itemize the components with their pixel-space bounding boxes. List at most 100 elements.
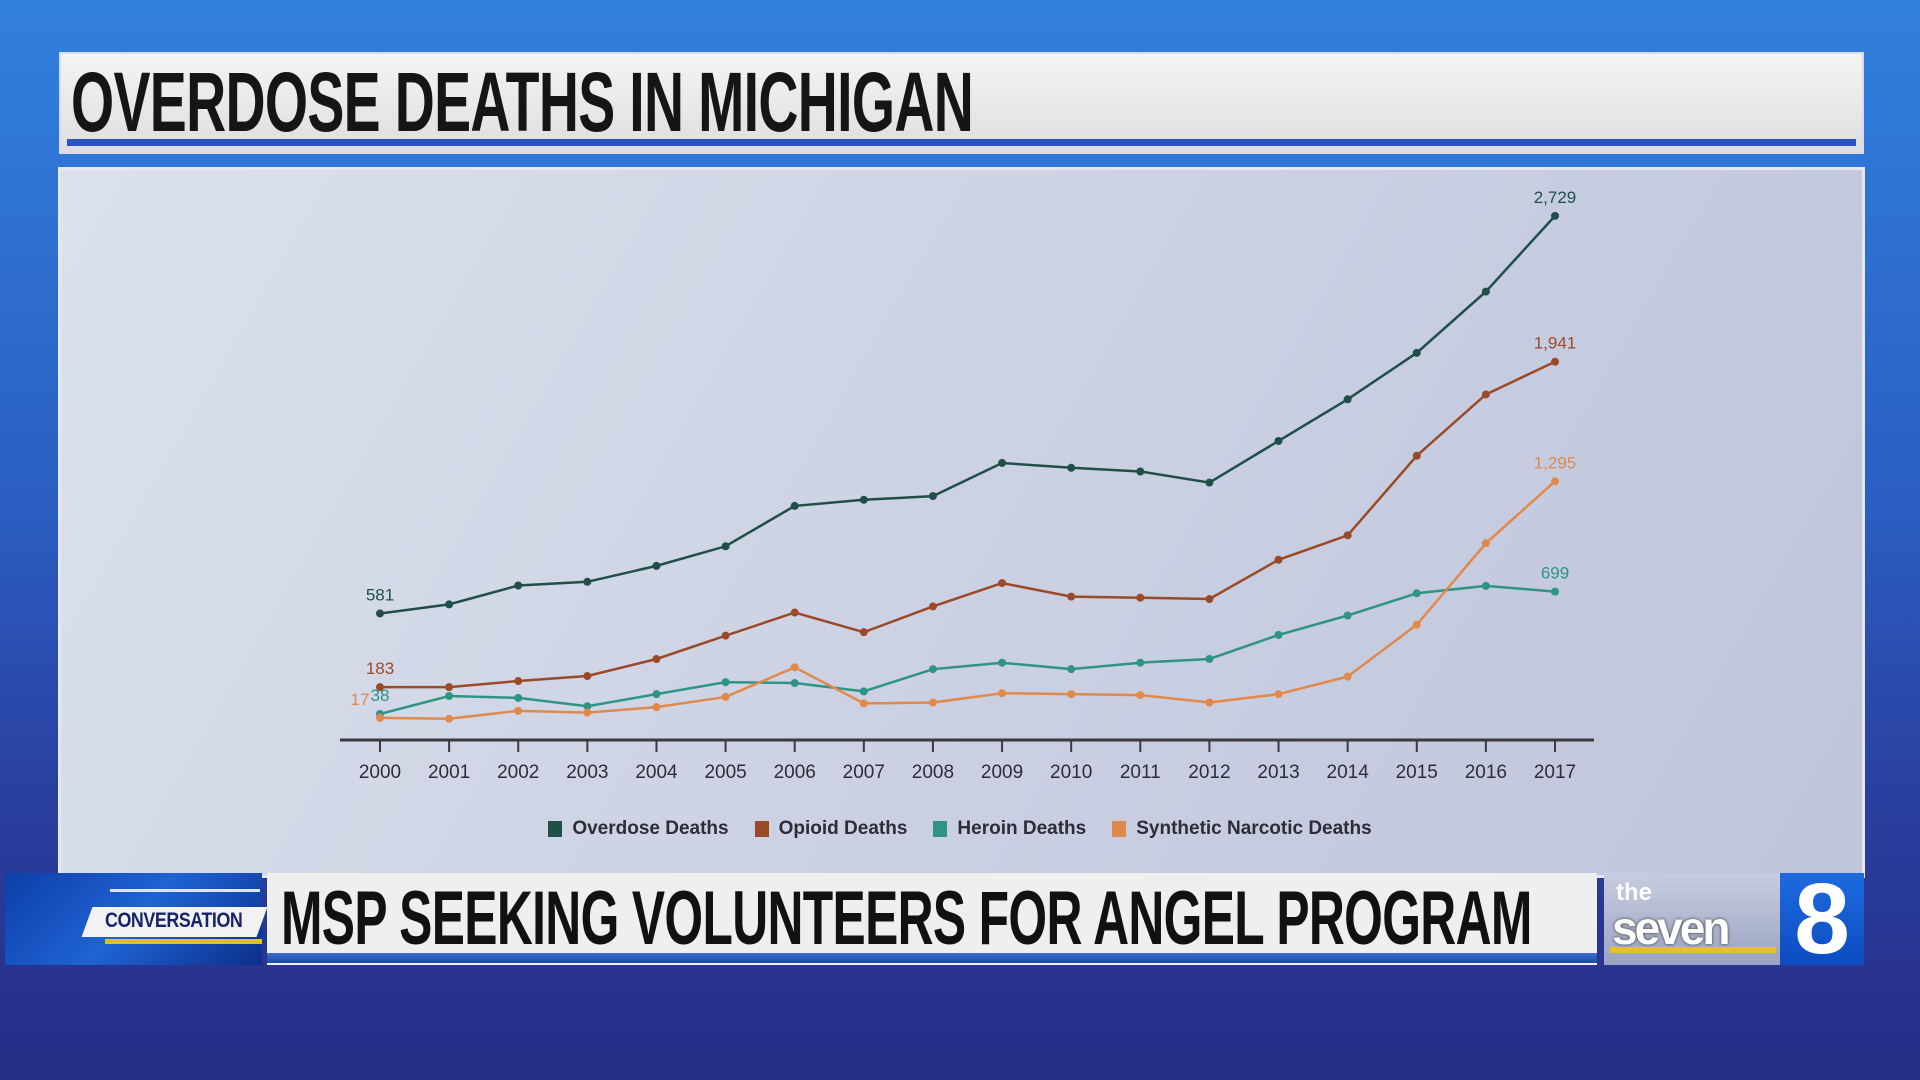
data-point [1481, 539, 1490, 548]
badge-line [110, 889, 260, 892]
data-label: 1,941 [1534, 334, 1577, 353]
data-point [514, 581, 523, 590]
data-point [721, 631, 730, 640]
data-point [1067, 690, 1076, 699]
series-line-synthetic-narcotic-deaths [379, 480, 1556, 721]
x-tick-label: 2012 [1188, 762, 1230, 783]
data-point [1343, 395, 1352, 404]
data-point [445, 692, 454, 701]
chart-legend: Overdose Deaths Opioid Deaths Heroin Death… [0, 818, 1920, 840]
data-point [1205, 478, 1214, 487]
data-point [652, 654, 661, 663]
data-point [583, 577, 592, 586]
data-point [1551, 477, 1559, 486]
data-point [1412, 348, 1421, 357]
data-point [790, 608, 799, 617]
data-point [1067, 463, 1076, 472]
data-label: 2,729 [1534, 188, 1577, 207]
data-point [721, 678, 730, 687]
legend-label: Synthetic Narcotic Deaths [1136, 818, 1372, 839]
data-point [652, 690, 661, 699]
the-seven-logo: the seven [1604, 873, 1780, 965]
data-point [445, 714, 454, 723]
data-point [1343, 531, 1352, 540]
data-point [652, 703, 661, 712]
data-point [1412, 620, 1421, 629]
data-point [1412, 589, 1421, 598]
x-tick-label: 2011 [1120, 762, 1161, 783]
headline: MSP SEEKING VOLUNTEERS FOR ANGEL PROGRAM [281, 876, 1532, 961]
data-point [1481, 287, 1490, 296]
x-tick-label: 2007 [843, 762, 885, 783]
headline-blue-bar [267, 953, 1597, 963]
data-point [583, 672, 592, 681]
data-point [721, 692, 730, 701]
data-label: 38 [371, 686, 390, 705]
data-point [514, 693, 523, 702]
data-point [1136, 691, 1145, 700]
data-point [1274, 630, 1283, 639]
x-tick-label: 2000 [359, 762, 401, 783]
segment-label: CONVERSATION [105, 909, 243, 932]
data-point [1551, 357, 1559, 366]
x-tick-label: 2004 [635, 762, 678, 783]
data-point [790, 663, 799, 672]
data-point [790, 679, 799, 688]
data-point [1067, 592, 1076, 601]
series-line-overdose-deaths [379, 215, 1556, 615]
data-point [1274, 690, 1283, 699]
data-point [998, 689, 1007, 698]
x-tick-label: 2015 [1396, 762, 1438, 783]
data-point [998, 658, 1007, 667]
x-tick-label: 2002 [497, 762, 539, 783]
data-point [1205, 595, 1214, 604]
data-point [1136, 593, 1145, 602]
channel-8-logo: 8 [1780, 869, 1864, 969]
station-logo: the seven 8 [1604, 869, 1864, 969]
data-point [445, 683, 454, 692]
data-point [376, 609, 384, 618]
lower-third: CONVERSATION MSP SEEKING VOLUNTEERS FOR … [0, 869, 1920, 969]
data-point [376, 713, 384, 722]
data-point [928, 492, 937, 501]
x-tick-label: 2006 [774, 762, 816, 783]
data-point [514, 706, 523, 715]
x-tick-label: 2010 [1050, 762, 1092, 783]
segment-badge: CONVERSATION [5, 873, 268, 965]
legend-item: Synthetic Narcotic Deaths [1112, 818, 1372, 840]
title-bar: OVERDOSE DEATHS IN MICHIGAN [61, 54, 1862, 152]
page-title: OVERDOSE DEATHS IN MICHIGAN [71, 55, 974, 149]
data-label: 17 [351, 690, 370, 709]
legend-label: Heroin Deaths [957, 818, 1087, 839]
data-label: 699 [1541, 564, 1569, 583]
data-point [928, 602, 937, 611]
data-point [790, 501, 799, 510]
data-point [1274, 555, 1283, 564]
data-point [1205, 698, 1214, 707]
data-point [583, 702, 592, 711]
data-point [1343, 672, 1352, 681]
data-label: 581 [366, 585, 394, 604]
x-tick-label: 2016 [1465, 762, 1507, 783]
legend-item: Overdose Deaths [548, 818, 729, 840]
x-tick-label: 2013 [1257, 762, 1299, 783]
data-point [859, 699, 868, 708]
data-point [1551, 587, 1559, 596]
data-point [652, 561, 661, 570]
data-point [998, 579, 1007, 588]
badge-yellow-bar [105, 939, 262, 944]
title-underline [67, 139, 1856, 146]
series-line-opioid-deaths [380, 360, 1556, 689]
chart-panel [61, 170, 1862, 875]
data-point [1136, 658, 1145, 667]
data-point [376, 683, 384, 692]
headline-bar: MSP SEEKING VOLUNTEERS FOR ANGEL PROGRAM [267, 873, 1597, 965]
legend-swatch [933, 821, 948, 837]
data-point [859, 495, 868, 504]
x-tick-label: 2003 [566, 762, 608, 783]
data-point [998, 458, 1007, 467]
data-point [721, 542, 730, 551]
x-tick-label: 2008 [912, 762, 954, 783]
legend-item: Opioid Deaths [754, 818, 907, 840]
